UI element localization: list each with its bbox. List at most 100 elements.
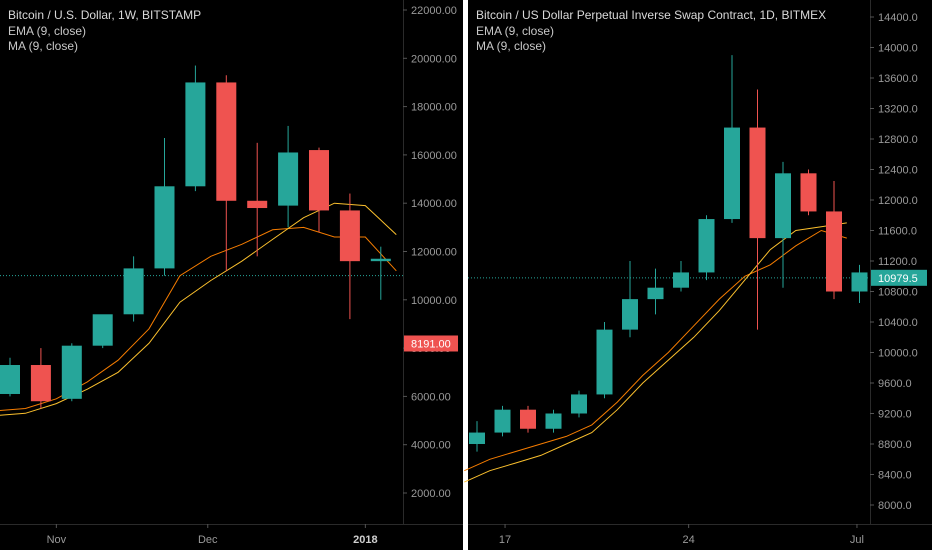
candle[interactable]: [851, 264, 868, 303]
candle-body: [370, 258, 391, 262]
left-ema-label: EMA (9, close): [8, 24, 86, 38]
candle-body: [647, 287, 664, 300]
candle[interactable]: [123, 256, 144, 322]
candle[interactable]: [724, 55, 740, 223]
candle-body: [0, 365, 20, 394]
candle-body: [596, 329, 613, 395]
left-ytick-label: 22000.00: [411, 5, 457, 17]
pane-divider: [463, 0, 468, 550]
candle-body: [469, 432, 485, 444]
left-ma-label: MA (9, close): [8, 39, 78, 53]
candle-body: [30, 365, 51, 402]
right-price-badge-label: 10979.5: [878, 273, 918, 285]
right-chart-title: Bitcoin / US Dollar Perpetual Inverse Sw…: [476, 8, 826, 22]
candle[interactable]: [494, 405, 511, 437]
right-ytick-label: 9200.0: [878, 409, 912, 421]
left-ema-line: [0, 226, 397, 411]
candle[interactable]: [339, 193, 360, 320]
right-chart-pane[interactable]: 14400.0 14000.0 13600.0 13200.0 12800.0 12400…: [464, 0, 932, 546]
candle-body: [724, 127, 740, 220]
candle-body: [154, 186, 175, 269]
right-ytick-label: 14000.0: [878, 43, 918, 55]
candle[interactable]: [545, 409, 562, 433]
candle-body: [698, 219, 715, 273]
candle-body: [339, 210, 360, 262]
candle-body: [749, 127, 766, 239]
candle-body: [775, 173, 791, 239]
candle-body: [185, 82, 206, 187]
candle[interactable]: [154, 137, 175, 276]
candle[interactable]: [309, 147, 329, 233]
left-xtick-label: Nov: [47, 534, 67, 546]
candle-body: [826, 211, 842, 292]
candle[interactable]: [278, 125, 299, 228]
left-ytick-label: 6000.00: [411, 391, 451, 403]
candle[interactable]: [61, 343, 82, 402]
right-ytick-label: 10000.0: [878, 348, 918, 360]
left-ytick-label: 16000.00: [411, 150, 457, 162]
right-xtick-label: 17: [499, 534, 511, 546]
left-price-badge-label: 8191.00: [411, 338, 451, 350]
candle[interactable]: [673, 261, 689, 292]
left-ytick-label: 20000.00: [411, 53, 457, 65]
right-ytick-label: 8400.0: [878, 470, 912, 482]
candle[interactable]: [647, 268, 664, 315]
candle-body: [216, 82, 237, 201]
left-xtick-label: 2018: [353, 534, 377, 546]
candle[interactable]: [520, 405, 536, 433]
left-ytick-label: 12000.00: [411, 247, 457, 259]
candle[interactable]: [698, 215, 715, 281]
candle-body: [123, 268, 144, 315]
candle[interactable]: [800, 169, 817, 216]
candle[interactable]: [92, 314, 113, 349]
left-price-badge-bg: [404, 335, 458, 352]
right-ytick-label: 12000.0: [878, 195, 918, 207]
candle-body: [520, 409, 536, 429]
candle[interactable]: [185, 65, 206, 192]
candle-body: [278, 152, 299, 206]
candle-body: [571, 394, 587, 414]
right-ytick-label: 11600.0: [878, 226, 917, 238]
right-ytick-label: 10800.0: [878, 287, 918, 299]
candle-body: [92, 314, 113, 346]
right-ytick-label: 11200.0: [878, 256, 917, 268]
left-ytick-label: 4000.00: [411, 440, 451, 452]
candle[interactable]: [370, 246, 391, 300]
candle[interactable]: [247, 142, 268, 257]
candle[interactable]: [0, 357, 20, 397]
left-ytick-label: 2000.00: [411, 488, 451, 500]
candle-body: [673, 272, 689, 288]
left-chart-pane[interactable]: 22000.00 20000.00 18000.00 16000.00 14000.00…: [0, 0, 463, 546]
candle[interactable]: [30, 348, 51, 409]
right-price-badge: 10979.5: [871, 269, 927, 286]
candle-body: [61, 345, 82, 399]
candle-body: [309, 150, 329, 211]
candle-body: [545, 413, 562, 429]
candle[interactable]: [749, 89, 766, 330]
right-ytick-label: 12400.0: [878, 165, 918, 177]
left-ytick-label: 14000.00: [411, 198, 457, 210]
right-ema-label: EMA (9, close): [476, 24, 554, 38]
candle-body: [800, 173, 817, 212]
candle[interactable]: [216, 75, 237, 271]
right-xtick-label: Jul: [850, 534, 864, 546]
candle-body: [494, 409, 511, 433]
right-price-badge-bg: [871, 269, 927, 286]
candle[interactable]: [596, 322, 613, 399]
right-ytick-label: 10400.0: [878, 317, 918, 329]
candle-body: [622, 299, 638, 330]
candle[interactable]: [571, 390, 587, 418]
right-ytick-label: 9600.0: [878, 378, 912, 390]
right-ytick-label: 14400.0: [878, 12, 918, 24]
left-price-badge: 8191.00: [404, 335, 458, 352]
left-chart-title: Bitcoin / U.S. Dollar, 1W, BITSTAMP: [8, 8, 201, 22]
candle[interactable]: [775, 161, 791, 288]
left-ytick-label: 18000.00: [411, 102, 457, 114]
right-ma-label: MA (9, close): [476, 39, 546, 53]
candle[interactable]: [622, 261, 638, 338]
candle[interactable]: [826, 180, 842, 300]
candle[interactable]: [469, 421, 485, 452]
left-xtick-label: Dec: [198, 534, 218, 546]
right-ytick-label: 8000.0: [878, 500, 912, 512]
